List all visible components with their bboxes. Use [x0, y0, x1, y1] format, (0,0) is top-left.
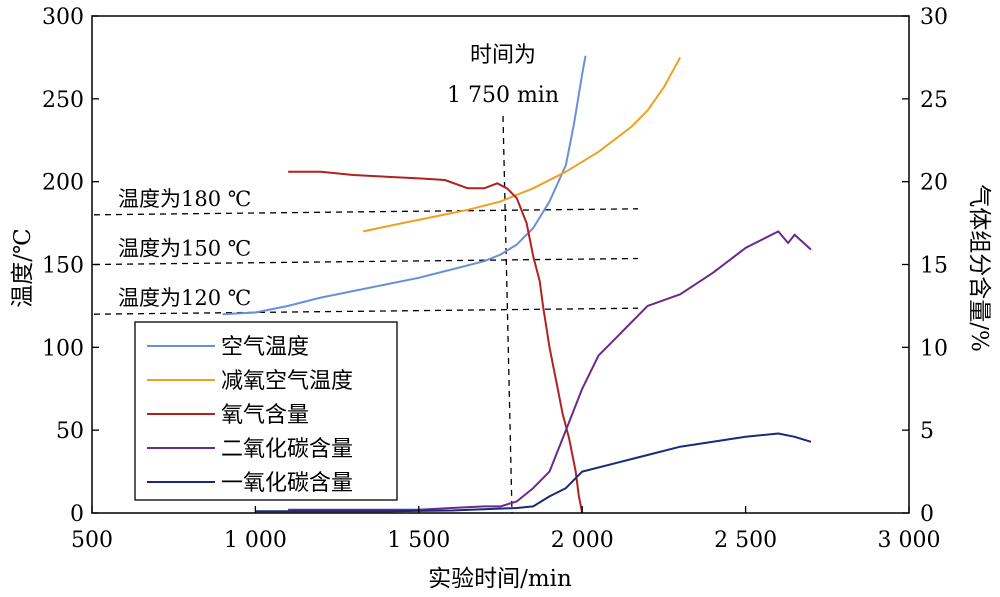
y-left-tick-label: 300 [42, 5, 84, 30]
reference-lines-group: 温度为180 ℃ 温度为150 ℃ 温度为120 ℃ [93, 115, 639, 514]
series-line [288, 230, 812, 511]
y-left-tick-label: 0 [70, 502, 84, 527]
time-marker-value: 1 750 min [447, 83, 559, 108]
axes-group: 500 1 000 1 500 2 000 2 500 3 000050100150200… [10, 5, 992, 592]
series-line [362, 56, 682, 233]
y-right-tick-label: 20 [920, 171, 948, 196]
series-group [222, 55, 812, 514]
y-right-tick-label: 0 [920, 502, 934, 527]
x-tick-label: 500 [71, 528, 113, 553]
reference-line-label: 温度为180 ℃ [118, 187, 251, 211]
x-tick-label: 3 000 [878, 528, 941, 553]
legend-label: 氧气含量 [221, 403, 309, 428]
series-line [288, 170, 584, 514]
legend-label: 一氧化碳含量 [221, 471, 353, 496]
y-right-tick-label: 15 [920, 254, 948, 279]
reference-line-label: 温度为150 ℃ [118, 237, 251, 261]
reference-line-label: 温度为120 ℃ [118, 286, 251, 310]
y-right-axis-label: 气体组分含量/% [966, 184, 992, 352]
y-left-tick-label: 100 [42, 336, 84, 361]
legend-box [134, 321, 398, 501]
series-line [255, 432, 812, 513]
y-right-tick-label: 30 [920, 5, 948, 30]
reference-line [93, 257, 639, 266]
y-right-tick-label: 25 [920, 88, 948, 113]
legend-label: 减氧空气温度 [221, 369, 353, 394]
y-right-tick-label: 10 [920, 336, 948, 361]
y-left-tick-label: 250 [42, 88, 84, 113]
series-line [222, 55, 587, 316]
y-left-axis-label: 温度/℃ [10, 228, 36, 307]
y-left-tick-label: 200 [42, 171, 84, 196]
x-tick-label: 1 500 [387, 528, 450, 553]
x-tick-label: 2 500 [714, 528, 777, 553]
time-marker-line [502, 115, 513, 514]
x-tick-label: 2 000 [551, 528, 614, 553]
x-axis-label: 实验时间/min [428, 566, 572, 592]
x-tick-label: 1 000 [224, 528, 287, 553]
reference-line [93, 208, 639, 216]
y-left-tick-label: 150 [42, 254, 84, 279]
reference-line [93, 307, 639, 315]
legend-label: 二氧化碳含量 [221, 437, 353, 462]
legend-label: 空气温度 [221, 335, 309, 360]
y-right-tick-label: 5 [920, 419, 934, 444]
y-left-tick-label: 50 [56, 419, 84, 444]
time-marker-label: 时间为 [470, 43, 536, 68]
annotations-group: 时间为 1 750 min [447, 43, 559, 108]
